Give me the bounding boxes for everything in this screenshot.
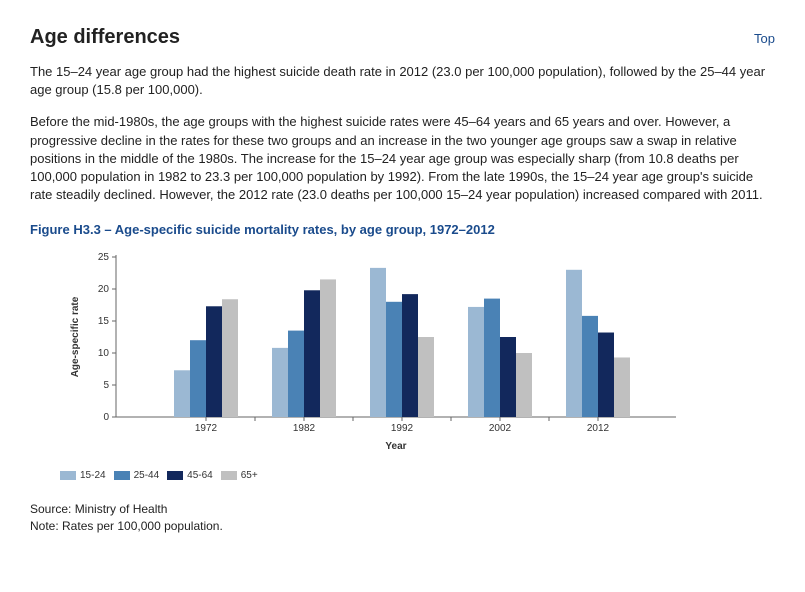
bar: [402, 294, 418, 417]
svg-text:2012: 2012: [587, 423, 610, 434]
svg-text:0: 0: [103, 412, 109, 423]
svg-text:1982: 1982: [293, 423, 316, 434]
page-title: Age differences: [30, 26, 180, 49]
paragraph-1: The 15–24 year age group had the highest…: [30, 63, 775, 99]
top-link[interactable]: Top: [754, 31, 775, 46]
bar: [418, 337, 434, 417]
svg-text:1972: 1972: [195, 423, 218, 434]
svg-text:Age-specific rate: Age-specific rate: [70, 297, 81, 378]
bar: [174, 371, 190, 418]
legend-label: 25-44: [134, 470, 160, 481]
legend-swatch: [114, 471, 130, 480]
bar: [288, 331, 304, 417]
legend-item: 25-44: [114, 470, 160, 481]
bar: [484, 299, 500, 417]
header-row: Age differences Top: [30, 26, 775, 49]
legend-swatch: [167, 471, 183, 480]
bar: [272, 348, 288, 417]
svg-text:2002: 2002: [489, 423, 512, 434]
svg-text:1992: 1992: [391, 423, 414, 434]
bar: [222, 300, 238, 418]
legend-swatch: [221, 471, 237, 480]
legend-item: 45-64: [167, 470, 213, 481]
legend-label: 65+: [241, 470, 258, 481]
svg-text:15: 15: [98, 316, 110, 327]
bar: [516, 353, 532, 417]
legend-swatch: [60, 471, 76, 480]
legend-label: 45-64: [187, 470, 213, 481]
bar: [582, 316, 598, 417]
bar: [500, 337, 516, 417]
bar: [468, 307, 484, 417]
source-note: Source: Ministry of Health: [30, 501, 775, 518]
figure-title: Figure H3.3 – Age-specific suicide morta…: [30, 222, 775, 237]
svg-text:20: 20: [98, 284, 110, 295]
bar: [190, 341, 206, 418]
bar: [370, 268, 386, 417]
bar: [614, 358, 630, 418]
bar: [320, 280, 336, 418]
chart-legend: 15-24 25-44 45-64 65+: [60, 470, 775, 483]
bar: [304, 291, 320, 418]
svg-text:25: 25: [98, 252, 110, 263]
bar: [386, 302, 402, 417]
svg-text:Year: Year: [385, 441, 406, 452]
svg-text:5: 5: [103, 380, 109, 391]
legend-label: 15-24: [80, 470, 106, 481]
bar: [598, 333, 614, 417]
paragraph-2: Before the mid-1980s, the age groups wit…: [30, 113, 775, 204]
legend-item: 65+: [221, 470, 258, 481]
rate-note: Note: Rates per 100,000 population.: [30, 518, 775, 535]
svg-text:10: 10: [98, 348, 110, 359]
chart-container: 0 5 10 15 20 25 Age-specific rate 1972 1982 1992 2…: [60, 247, 775, 460]
footnotes: Source: Ministry of Health Note: Rates p…: [30, 501, 775, 535]
bar-chart: 0 5 10 15 20 25 Age-specific rate 1972 1982 1992 2…: [60, 247, 686, 457]
bar: [566, 270, 582, 417]
bar: [206, 307, 222, 418]
legend-item: 15-24: [60, 470, 106, 481]
